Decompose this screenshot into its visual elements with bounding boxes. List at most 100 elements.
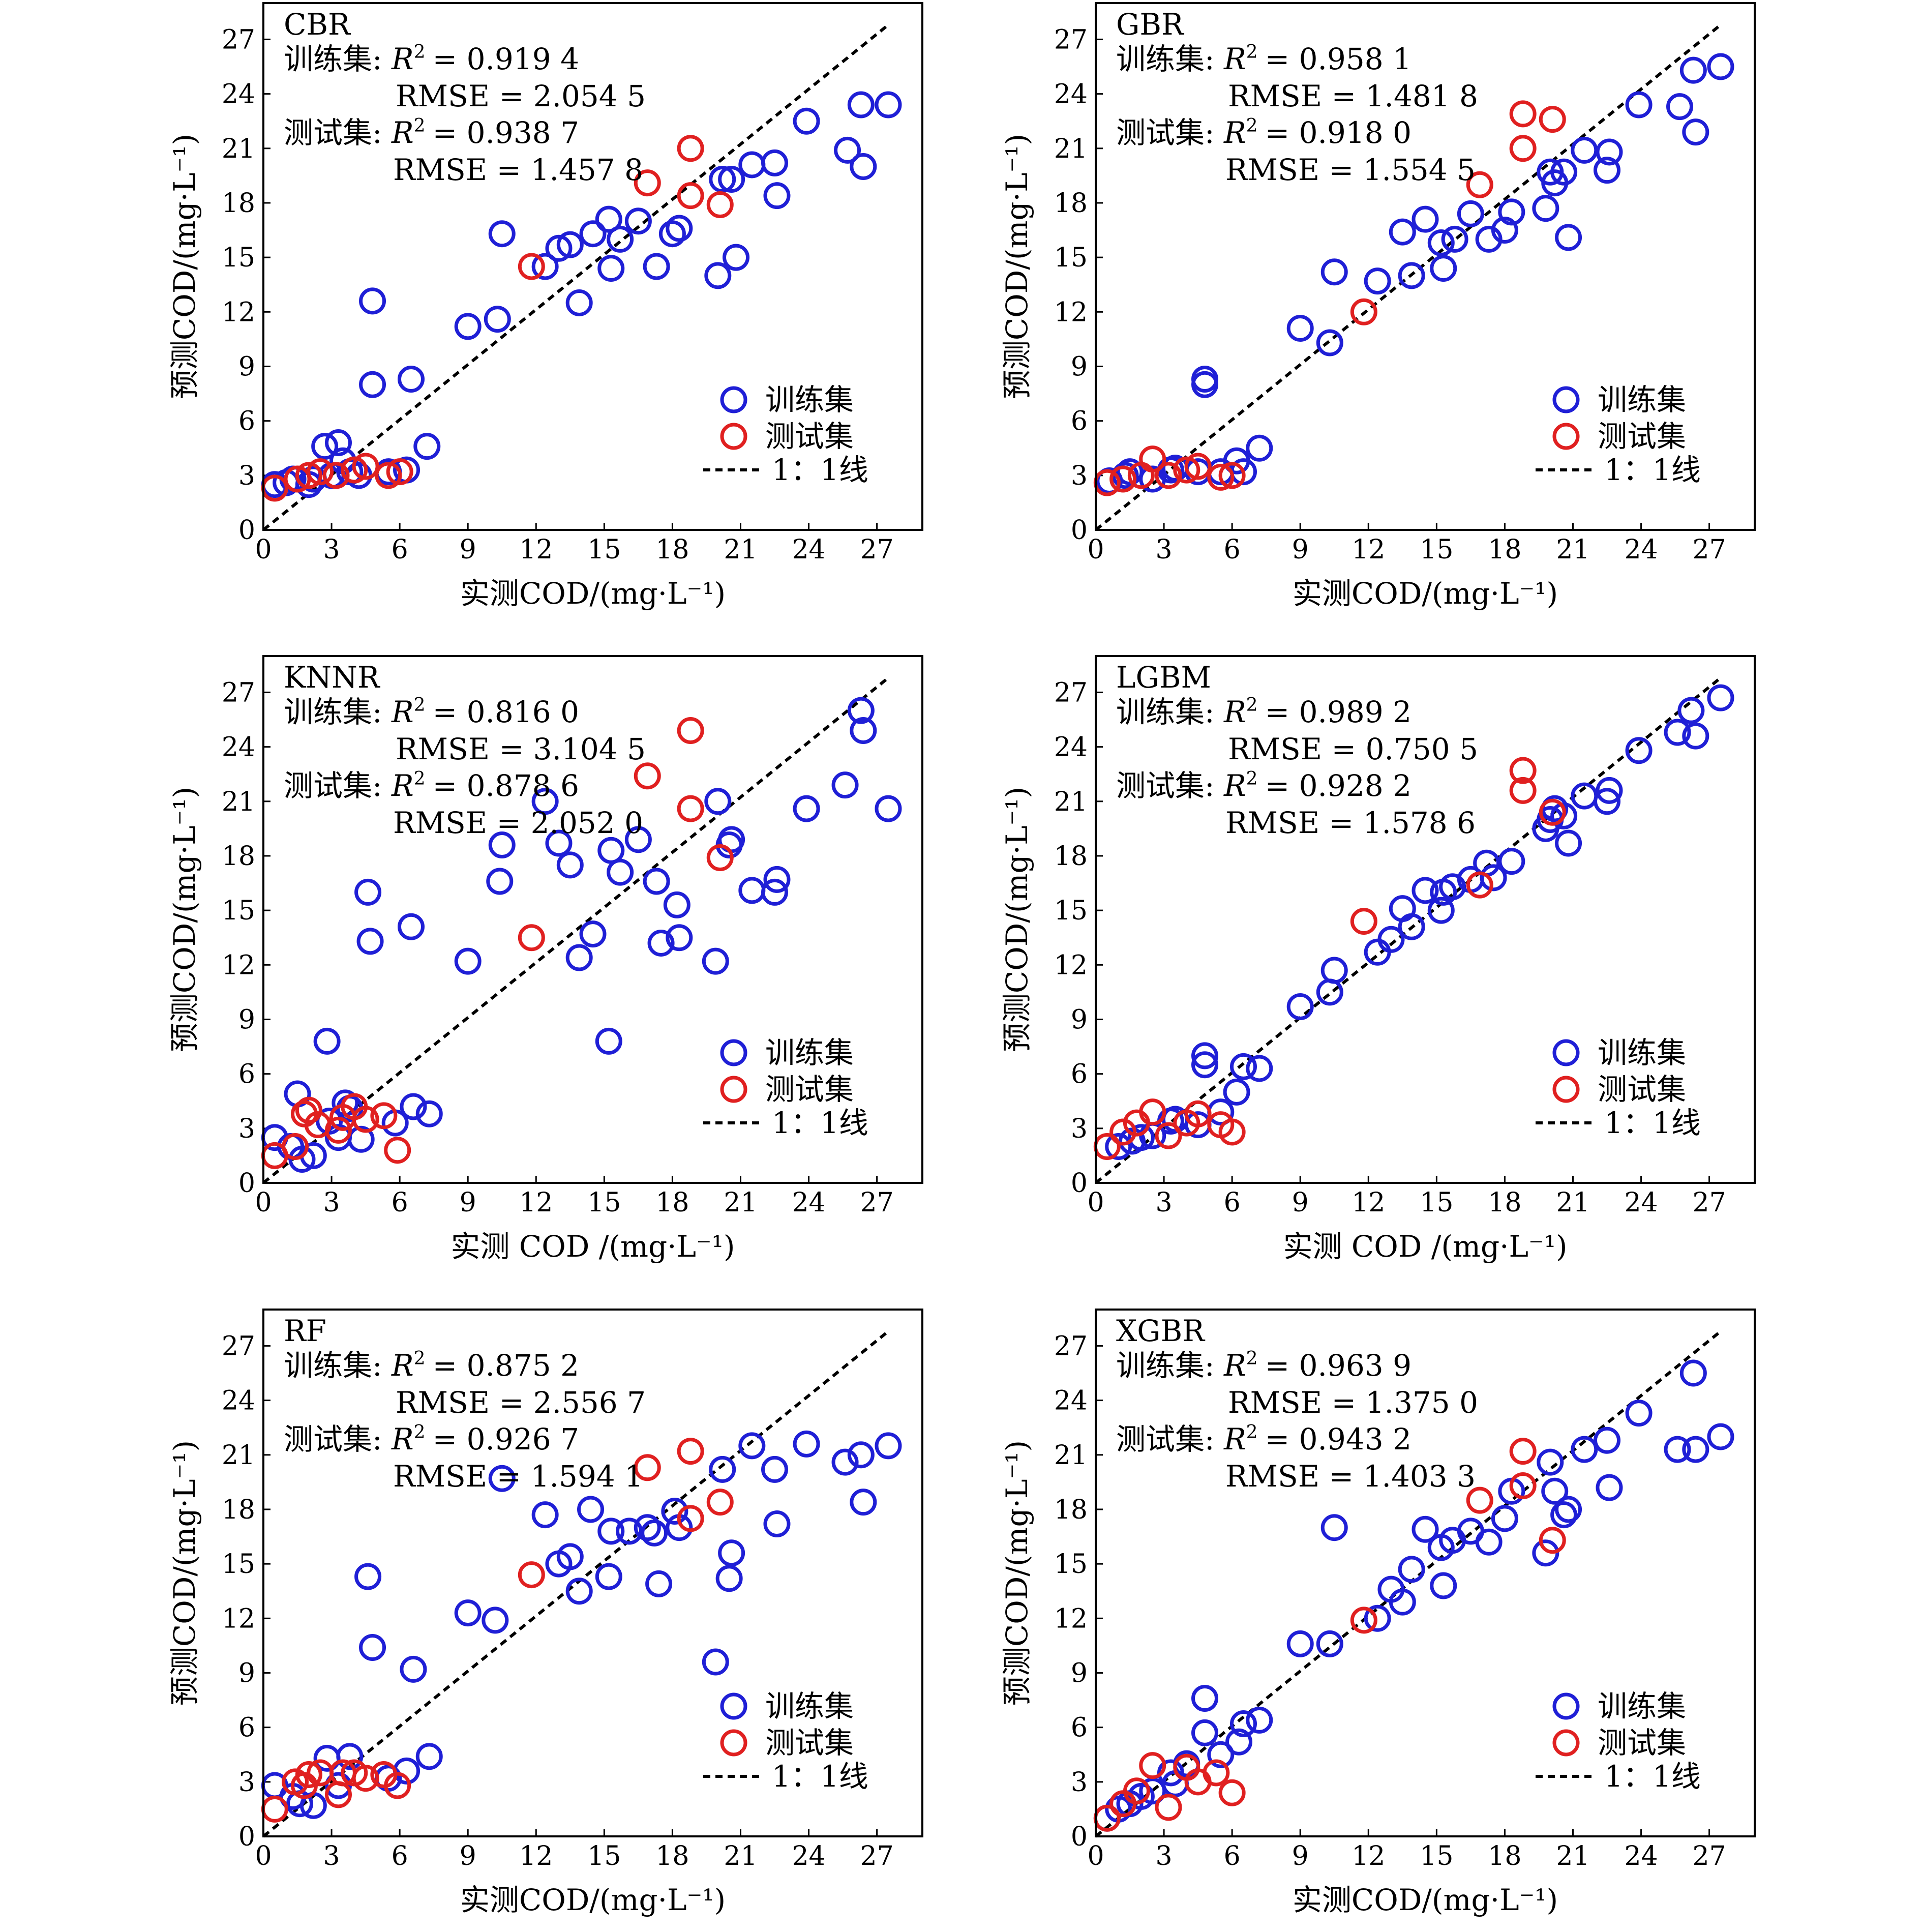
train-point [488,220,516,248]
train-point [1532,195,1559,222]
train-point [1316,978,1343,1006]
test-rmse: RMSE = 2.052 0 [393,806,643,840]
train-point [1532,1539,1559,1567]
test-point [352,1106,379,1133]
train-point [1246,1055,1273,1082]
test-point [1509,777,1537,804]
r2-value: = 0.918 0 [1265,115,1412,150]
x-tick-label: 9 [1292,1187,1309,1218]
metric-label: 测试集: [1116,115,1224,150]
train-point [1707,53,1734,80]
train-point [556,231,584,258]
train-point [658,220,686,248]
train-point [875,1432,902,1460]
train-point [1286,993,1314,1020]
train-point [663,891,690,918]
test-point [706,1489,734,1516]
r2-symbol: R [1223,768,1246,803]
train-point [545,829,573,857]
x-tick-label: 24 [1624,1841,1658,1871]
r2-symbol: R [1223,1422,1246,1457]
test-point [1173,456,1200,484]
train-point [847,91,875,118]
y-tick-label: 0 [1071,1822,1088,1852]
train-point [1191,365,1219,393]
test-point [1466,1487,1493,1514]
train-point [1246,434,1273,462]
test-point [706,191,734,219]
legend-test-marker [720,423,747,450]
train-point [1550,802,1578,829]
y-tick-label: 6 [1071,1713,1088,1743]
legend-train-marker [1552,1692,1580,1720]
train-point [1679,1359,1707,1387]
test-rmse: RMSE = 1.594 1 [393,1459,643,1494]
train-rmse: RMSE = 0.750 5 [1228,732,1478,766]
train-point [1707,684,1734,711]
test-point [677,1505,704,1532]
y-tick-label: 6 [238,1713,255,1743]
train-point [1679,56,1707,84]
train-point [1427,897,1455,924]
train-point [1594,1426,1621,1454]
test-point [1509,1472,1537,1500]
train-point [704,788,732,815]
test-point [352,1765,379,1792]
train-point [1666,93,1694,121]
train-point [1571,136,1598,164]
train-point [1398,262,1425,289]
y-tick-label: 3 [1071,1767,1088,1798]
train-rmse: RMSE = 3.104 5 [396,732,646,766]
train-point [1389,218,1416,246]
train-point [1412,205,1439,233]
x-tick-label: 15 [587,1187,621,1218]
plot-frame [262,2,923,531]
test-point [322,462,350,489]
r2-superscript: 2 [414,115,426,136]
metric-label: 训练集: [284,1348,392,1383]
model-name: CBR [284,7,351,42]
train-point [1707,1423,1734,1450]
x-tick-label: 27 [860,534,894,565]
train-point [1441,225,1468,253]
train-point [1498,198,1525,226]
x-tick-label: 3 [1156,1841,1173,1871]
train-point [1625,737,1653,764]
legend-train-marker [720,386,747,413]
train-r2: 训练集: R2 = 0.875 2 [284,1348,579,1383]
test-point [706,844,734,872]
x-tick-label: 0 [1087,534,1104,565]
r2-value: = 0.926 7 [433,1422,579,1457]
train-point [565,289,593,316]
train-point [1412,877,1439,904]
y-axis-label: 预测COD/(mg·L⁻¹) [1000,787,1034,1052]
test-point [386,458,413,486]
train-point [634,1514,661,1541]
train-point [738,151,766,179]
train-point [454,1599,482,1627]
train-point [311,433,339,460]
train-r2: 训练集: R2 = 0.963 9 [1116,1348,1412,1383]
metric-label: 测试集: [284,768,392,803]
train-point [1223,1078,1250,1106]
legend-train-label: 训练集 [1598,1689,1686,1723]
train-point [415,1743,443,1770]
test-point [518,253,545,280]
train-point [354,1563,382,1590]
legend-line-label: 1：1线 [1604,453,1701,487]
train-point [1316,329,1343,356]
legend-line-label: 1：1线 [772,1106,868,1140]
test-point [1509,757,1537,784]
test-point [1109,465,1137,493]
y-tick-label: 9 [1071,1004,1088,1035]
r2-superscript: 2 [1246,768,1258,789]
legend-train-marker [720,1039,747,1066]
train-point [531,788,559,815]
y-tick-label: 12 [222,297,255,328]
r2-symbol: R [391,768,414,803]
x-axis-label: 实测COD/(mg·L⁻¹) [1293,576,1558,611]
legend-train-label: 训练集 [1598,382,1686,417]
train-point [545,234,573,262]
y-tick-label: 27 [222,24,255,55]
test-point [518,1561,545,1589]
